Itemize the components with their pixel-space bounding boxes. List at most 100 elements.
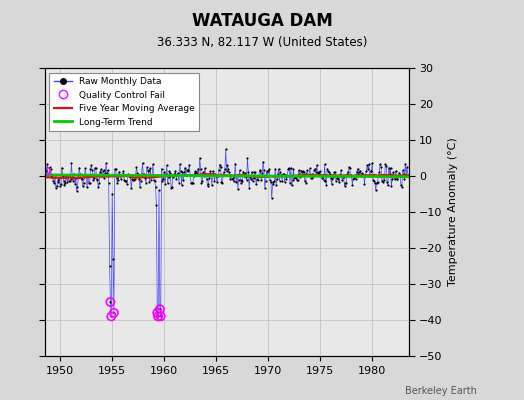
Point <box>89 176 97 183</box>
Point <box>266 177 274 183</box>
Point <box>402 172 410 178</box>
Point <box>252 181 260 188</box>
Point <box>254 177 262 184</box>
Point <box>365 161 373 168</box>
Point <box>123 181 131 187</box>
Point <box>290 175 299 181</box>
Point <box>158 178 167 184</box>
Point <box>42 168 50 174</box>
Point <box>265 166 274 172</box>
Point <box>359 173 368 179</box>
Point <box>398 184 406 190</box>
Point <box>317 172 325 178</box>
Point <box>104 180 113 186</box>
Point <box>148 173 156 179</box>
Point <box>386 165 395 171</box>
Point <box>279 171 287 178</box>
Point <box>165 173 173 180</box>
Point <box>145 179 154 185</box>
Point <box>356 168 364 174</box>
Point <box>81 165 90 171</box>
Point <box>234 185 242 192</box>
Point <box>93 177 102 184</box>
Point <box>285 165 293 171</box>
Point <box>363 162 372 168</box>
Point <box>217 178 226 185</box>
Point <box>44 172 52 178</box>
Point <box>76 171 84 178</box>
Point <box>74 174 83 181</box>
Point <box>326 175 335 181</box>
Point <box>263 173 271 179</box>
Point <box>275 178 283 184</box>
Point <box>255 167 264 173</box>
Point <box>313 170 322 176</box>
Point <box>315 172 324 178</box>
Point <box>275 166 283 172</box>
Point <box>325 171 334 177</box>
Point <box>151 184 160 190</box>
Point <box>335 179 344 186</box>
Point <box>313 162 321 168</box>
Point <box>200 172 208 179</box>
Point <box>314 168 323 175</box>
Point <box>308 171 316 178</box>
Point <box>205 175 213 181</box>
Point <box>47 166 55 172</box>
Point <box>308 175 316 182</box>
Point <box>373 179 381 185</box>
Point <box>47 173 56 179</box>
Point <box>270 178 279 184</box>
Point <box>72 174 80 181</box>
Point <box>64 177 73 184</box>
Point <box>276 169 285 175</box>
Point <box>67 160 75 166</box>
Point <box>268 195 276 201</box>
Point <box>139 173 148 179</box>
Point <box>167 185 176 191</box>
Point <box>305 171 313 178</box>
Point <box>134 171 143 177</box>
Text: 36.333 N, 82.117 W (United States): 36.333 N, 82.117 W (United States) <box>157 36 367 49</box>
Point <box>68 174 77 180</box>
Point <box>190 170 199 176</box>
Point <box>341 180 350 187</box>
Point <box>284 165 292 172</box>
Point <box>100 175 108 181</box>
Point <box>106 299 115 305</box>
Point <box>154 313 162 320</box>
Point <box>157 165 166 172</box>
Point <box>346 171 355 178</box>
Point <box>343 171 352 178</box>
Point <box>73 184 82 190</box>
Point <box>146 165 155 172</box>
Point <box>367 168 376 174</box>
Point <box>258 170 266 176</box>
Point <box>208 182 216 189</box>
Point <box>54 176 62 183</box>
Point <box>172 176 181 182</box>
Point <box>227 172 235 178</box>
Point <box>378 179 387 185</box>
Point <box>53 178 62 185</box>
Point <box>122 178 130 184</box>
Point <box>230 173 238 180</box>
Point <box>161 180 169 187</box>
Point <box>278 178 286 184</box>
Point <box>396 171 404 178</box>
Point <box>183 168 192 175</box>
Point <box>239 168 247 175</box>
Point <box>67 175 75 182</box>
Point <box>46 164 54 171</box>
Point <box>246 174 254 180</box>
Point <box>195 155 204 161</box>
Point <box>87 162 95 168</box>
Point <box>52 183 61 189</box>
Point <box>307 174 315 181</box>
Point <box>113 180 122 186</box>
Point <box>241 170 249 176</box>
Point <box>344 168 352 175</box>
Point <box>91 165 99 171</box>
Point <box>336 172 344 178</box>
Point <box>235 167 244 173</box>
